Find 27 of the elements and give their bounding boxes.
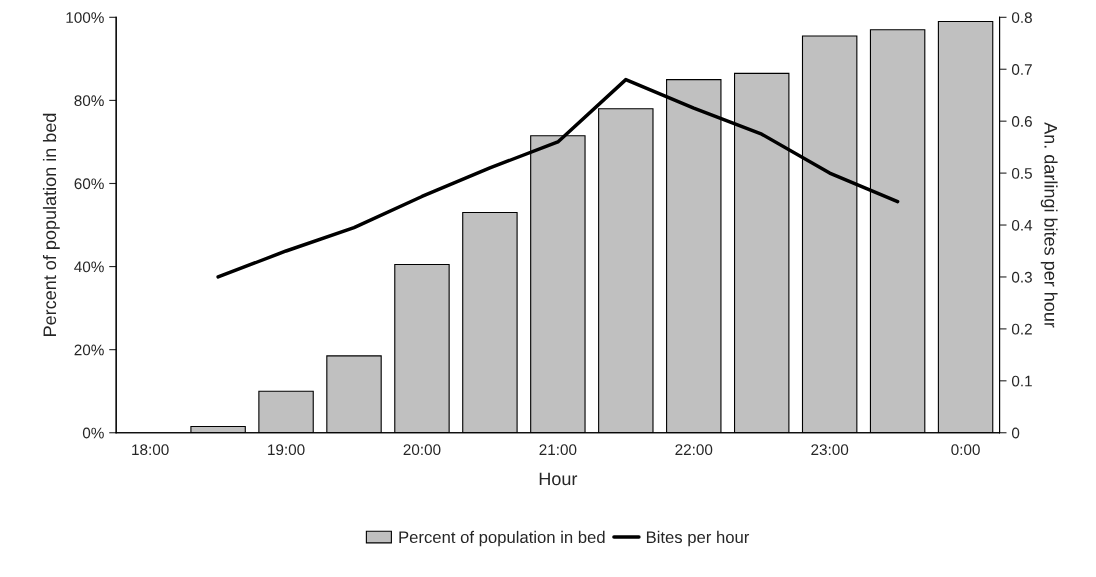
legend-label: Percent of population in bed: [399, 530, 605, 547]
y-tick-label: 60%: [74, 178, 104, 190]
y2-tick-label: 0.8: [1011, 12, 1032, 23]
x-tick-label: 21:00: [539, 444, 577, 456]
x-axis-title: Hour: [539, 472, 578, 486]
y2-tick-label: 0.6: [1011, 116, 1032, 127]
y2-tick-label: 0.4: [1011, 219, 1033, 231]
x-tick-label: 19:00: [268, 444, 305, 456]
x-tick-label: 18:00: [132, 444, 169, 456]
x-tick-label: 23:00: [811, 444, 849, 456]
y-tick-label: 100%: [66, 12, 104, 23]
x-tick-label: 0:00: [951, 444, 980, 456]
y-tick-label: 40%: [74, 261, 104, 273]
y2-tick-label: 0.7: [1011, 64, 1032, 75]
x-tick-label: 22:00: [675, 444, 713, 456]
y2-tick-label: 0.3: [1011, 271, 1032, 283]
y2-tick-label: 0.5: [1011, 167, 1032, 179]
y-tick-label: 20%: [74, 344, 104, 356]
y-tick-label: 0%: [82, 427, 104, 439]
y2-axis-title: An. darlingi bites per hour: [1040, 122, 1058, 328]
y2-tick-label: 0.1: [1011, 375, 1032, 387]
y-tick-label: 80%: [74, 95, 104, 107]
y2-tick-label: 0: [1011, 427, 1020, 439]
y2-tick-label: 0.2: [1011, 323, 1032, 335]
y-axis-title: Percent of population in bed: [42, 113, 60, 336]
legend-label: Bites per hour: [646, 530, 750, 547]
x-tick-label: 20:00: [403, 444, 441, 456]
